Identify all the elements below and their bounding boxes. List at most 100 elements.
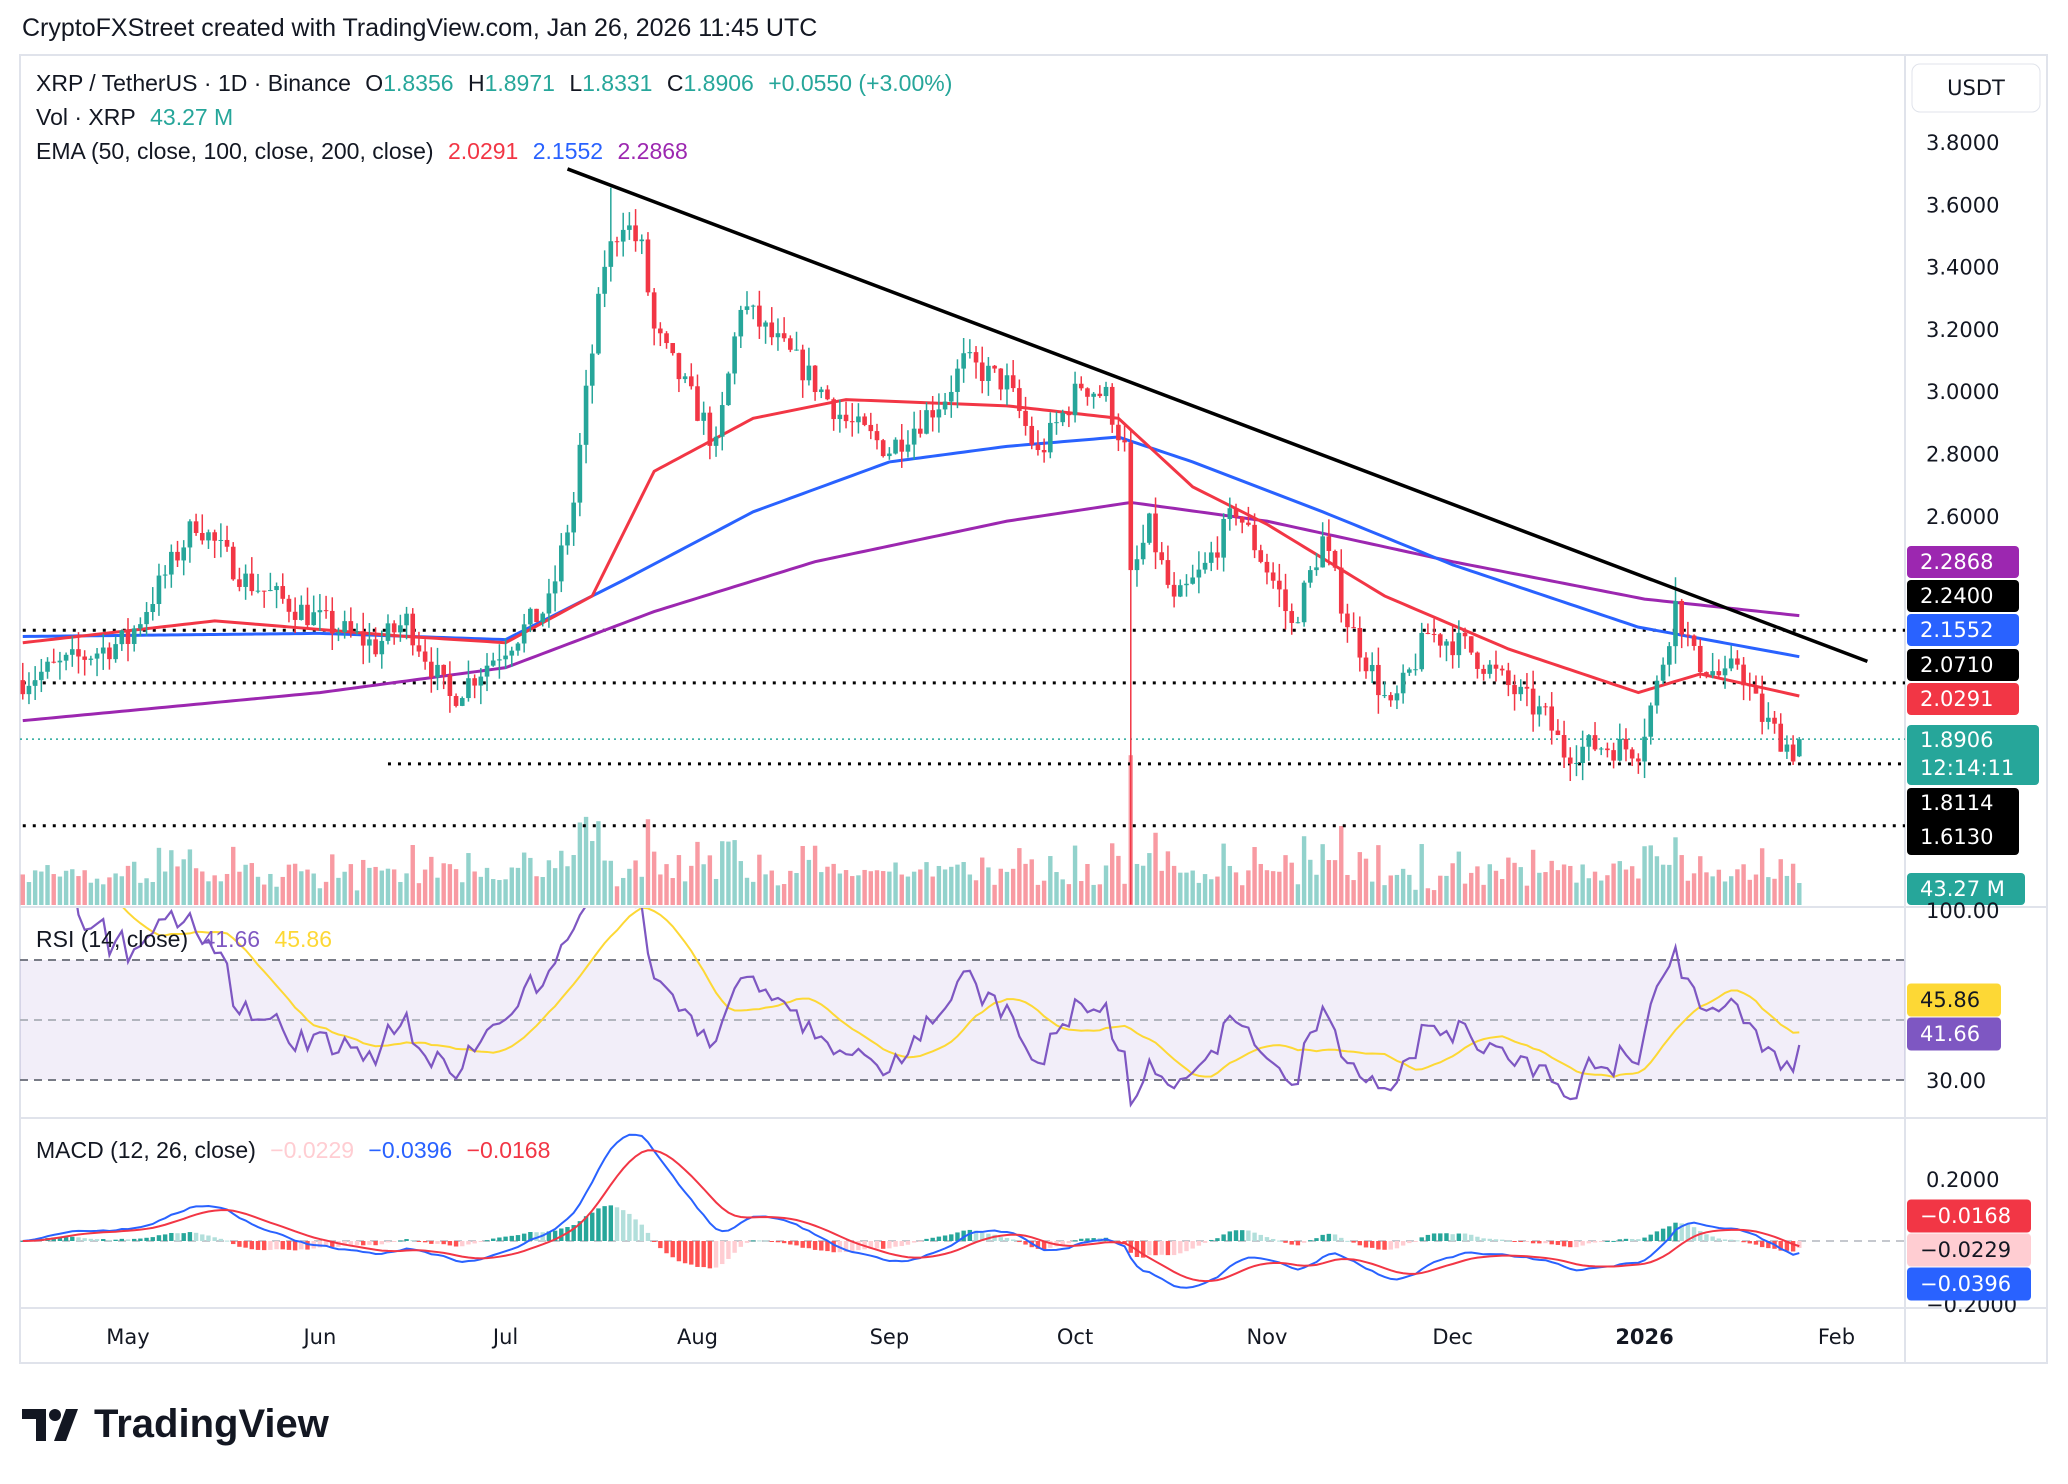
candle	[336, 627, 341, 642]
macd-histogram-bar	[1741, 1241, 1746, 1243]
macd-histogram-bar	[1320, 1234, 1325, 1241]
candle-body	[1636, 758, 1641, 762]
candle-body	[1419, 632, 1425, 670]
volume-bar	[930, 876, 935, 905]
rsi-ma-tag: 45.86	[1920, 988, 1980, 1012]
candle-body	[1264, 561, 1270, 573]
volume-bar	[1159, 870, 1164, 905]
time-axis[interactable]: May Jun Jul Aug Sep Oct Nov Dec 2026 Feb	[106, 1325, 1855, 1349]
candle-body	[1091, 393, 1096, 397]
candle	[1431, 618, 1437, 643]
volume-bar	[757, 854, 762, 905]
volume-bar	[1444, 875, 1449, 905]
macd-histogram-bar	[949, 1234, 954, 1241]
macd-histogram-bar	[565, 1227, 570, 1241]
ema50-price-tag-bg	[1907, 683, 2019, 715]
macd-histogram-bar	[280, 1241, 285, 1250]
macd-histogram-bar	[534, 1232, 539, 1241]
candle-body	[373, 639, 378, 655]
candle-body	[1208, 552, 1214, 563]
rsi-tick-label: 100.00	[1926, 899, 1999, 923]
candle-body	[676, 353, 682, 380]
price-axis[interactable]: USDT 3.8000 3.6000 3.4000 3.2000 3.0000 2.8000…	[1907, 63, 2041, 1317]
volume-bar	[398, 881, 403, 905]
volume-bar	[1493, 870, 1499, 905]
candle	[125, 618, 131, 662]
macd-histogram-bar	[856, 1241, 861, 1251]
candle-body	[1567, 757, 1573, 764]
volume-bar	[1667, 864, 1672, 905]
macd-histogram-bar	[491, 1238, 496, 1241]
candle	[534, 608, 539, 623]
candle-body	[521, 624, 527, 644]
candle-body	[1178, 585, 1183, 597]
macd-label[interactable]: MACD (12, 26, close)	[36, 1137, 256, 1163]
candle-body	[924, 410, 929, 434]
macd-histogram-bar	[1660, 1228, 1666, 1241]
symbol-name[interactable]: XRP / TetherUS · 1D · Binance	[36, 70, 351, 96]
candle-body	[1307, 570, 1313, 583]
macd-histogram-bar	[707, 1241, 713, 1269]
macd-histogram-bar	[125, 1239, 131, 1241]
rsi-label[interactable]: RSI (14, close)	[36, 926, 189, 952]
macd-histogram-bar	[911, 1241, 917, 1243]
volume-bar	[924, 862, 929, 905]
volume-bar	[850, 876, 855, 905]
macd-histogram-bar	[1264, 1237, 1270, 1241]
volume-bar	[1574, 882, 1579, 905]
candle-body	[416, 645, 422, 652]
macd-histogram-bar	[763, 1240, 768, 1242]
candle	[453, 693, 459, 708]
descending-trendline[interactable]	[566, 167, 1869, 664]
price-tick-label: 2.6000	[1926, 505, 1999, 529]
macd-histogram-bar	[1685, 1224, 1691, 1241]
volume-label[interactable]: Vol · XRP	[36, 104, 136, 130]
candle-body	[1605, 748, 1610, 751]
volume-value: 43.27 M	[150, 104, 234, 130]
candle-body	[1493, 664, 1499, 669]
macd-histogram-bar	[1227, 1231, 1233, 1241]
macd-histogram-bar	[1258, 1234, 1263, 1241]
high-label: H	[467, 70, 485, 96]
macd-histogram-bar	[695, 1241, 700, 1267]
candle-body	[1537, 706, 1542, 715]
macd-histogram-bar	[1023, 1241, 1028, 1245]
candle-body	[1667, 646, 1672, 665]
macd-histogram-bar	[1518, 1241, 1523, 1242]
candle	[781, 317, 787, 342]
volume-bar	[707, 855, 713, 905]
candle-body	[1382, 695, 1387, 697]
currency-button[interactable]	[1911, 63, 2041, 113]
candle-body	[26, 685, 32, 695]
candle-body	[1320, 536, 1325, 568]
ema-label[interactable]: EMA (50, close, 100, close, 200, close)	[36, 138, 434, 164]
candle	[342, 610, 347, 639]
candle	[1506, 662, 1511, 697]
macd-histogram-bar	[843, 1241, 849, 1253]
volume-bar	[800, 846, 805, 905]
time-axis-label: Feb	[1818, 1325, 1855, 1349]
candle-body	[1153, 513, 1158, 553]
candle-body	[942, 401, 948, 410]
volume-bar	[1184, 872, 1189, 905]
candle	[1747, 672, 1753, 701]
open-label: O	[365, 70, 384, 96]
volume-bar	[435, 877, 440, 905]
candle-body	[299, 604, 304, 620]
macd-histogram-bar	[466, 1241, 471, 1245]
macd-histogram-bar	[1629, 1238, 1635, 1241]
volume-bar	[292, 863, 298, 905]
volume-bar	[1010, 868, 1016, 905]
macd-histogram-bar	[1543, 1241, 1548, 1244]
candle	[769, 307, 775, 346]
tradingview-logo[interactable]: TradingView	[22, 1402, 329, 1447]
volume-bar	[744, 877, 750, 905]
candle-body	[1246, 522, 1251, 525]
volume-bar	[1425, 888, 1431, 905]
candle	[1679, 598, 1684, 649]
macd-histogram-bar	[447, 1241, 453, 1246]
candle-body	[998, 368, 1004, 390]
macd-histogram-bar	[1524, 1241, 1530, 1242]
macd-histogram-bar	[521, 1233, 527, 1241]
